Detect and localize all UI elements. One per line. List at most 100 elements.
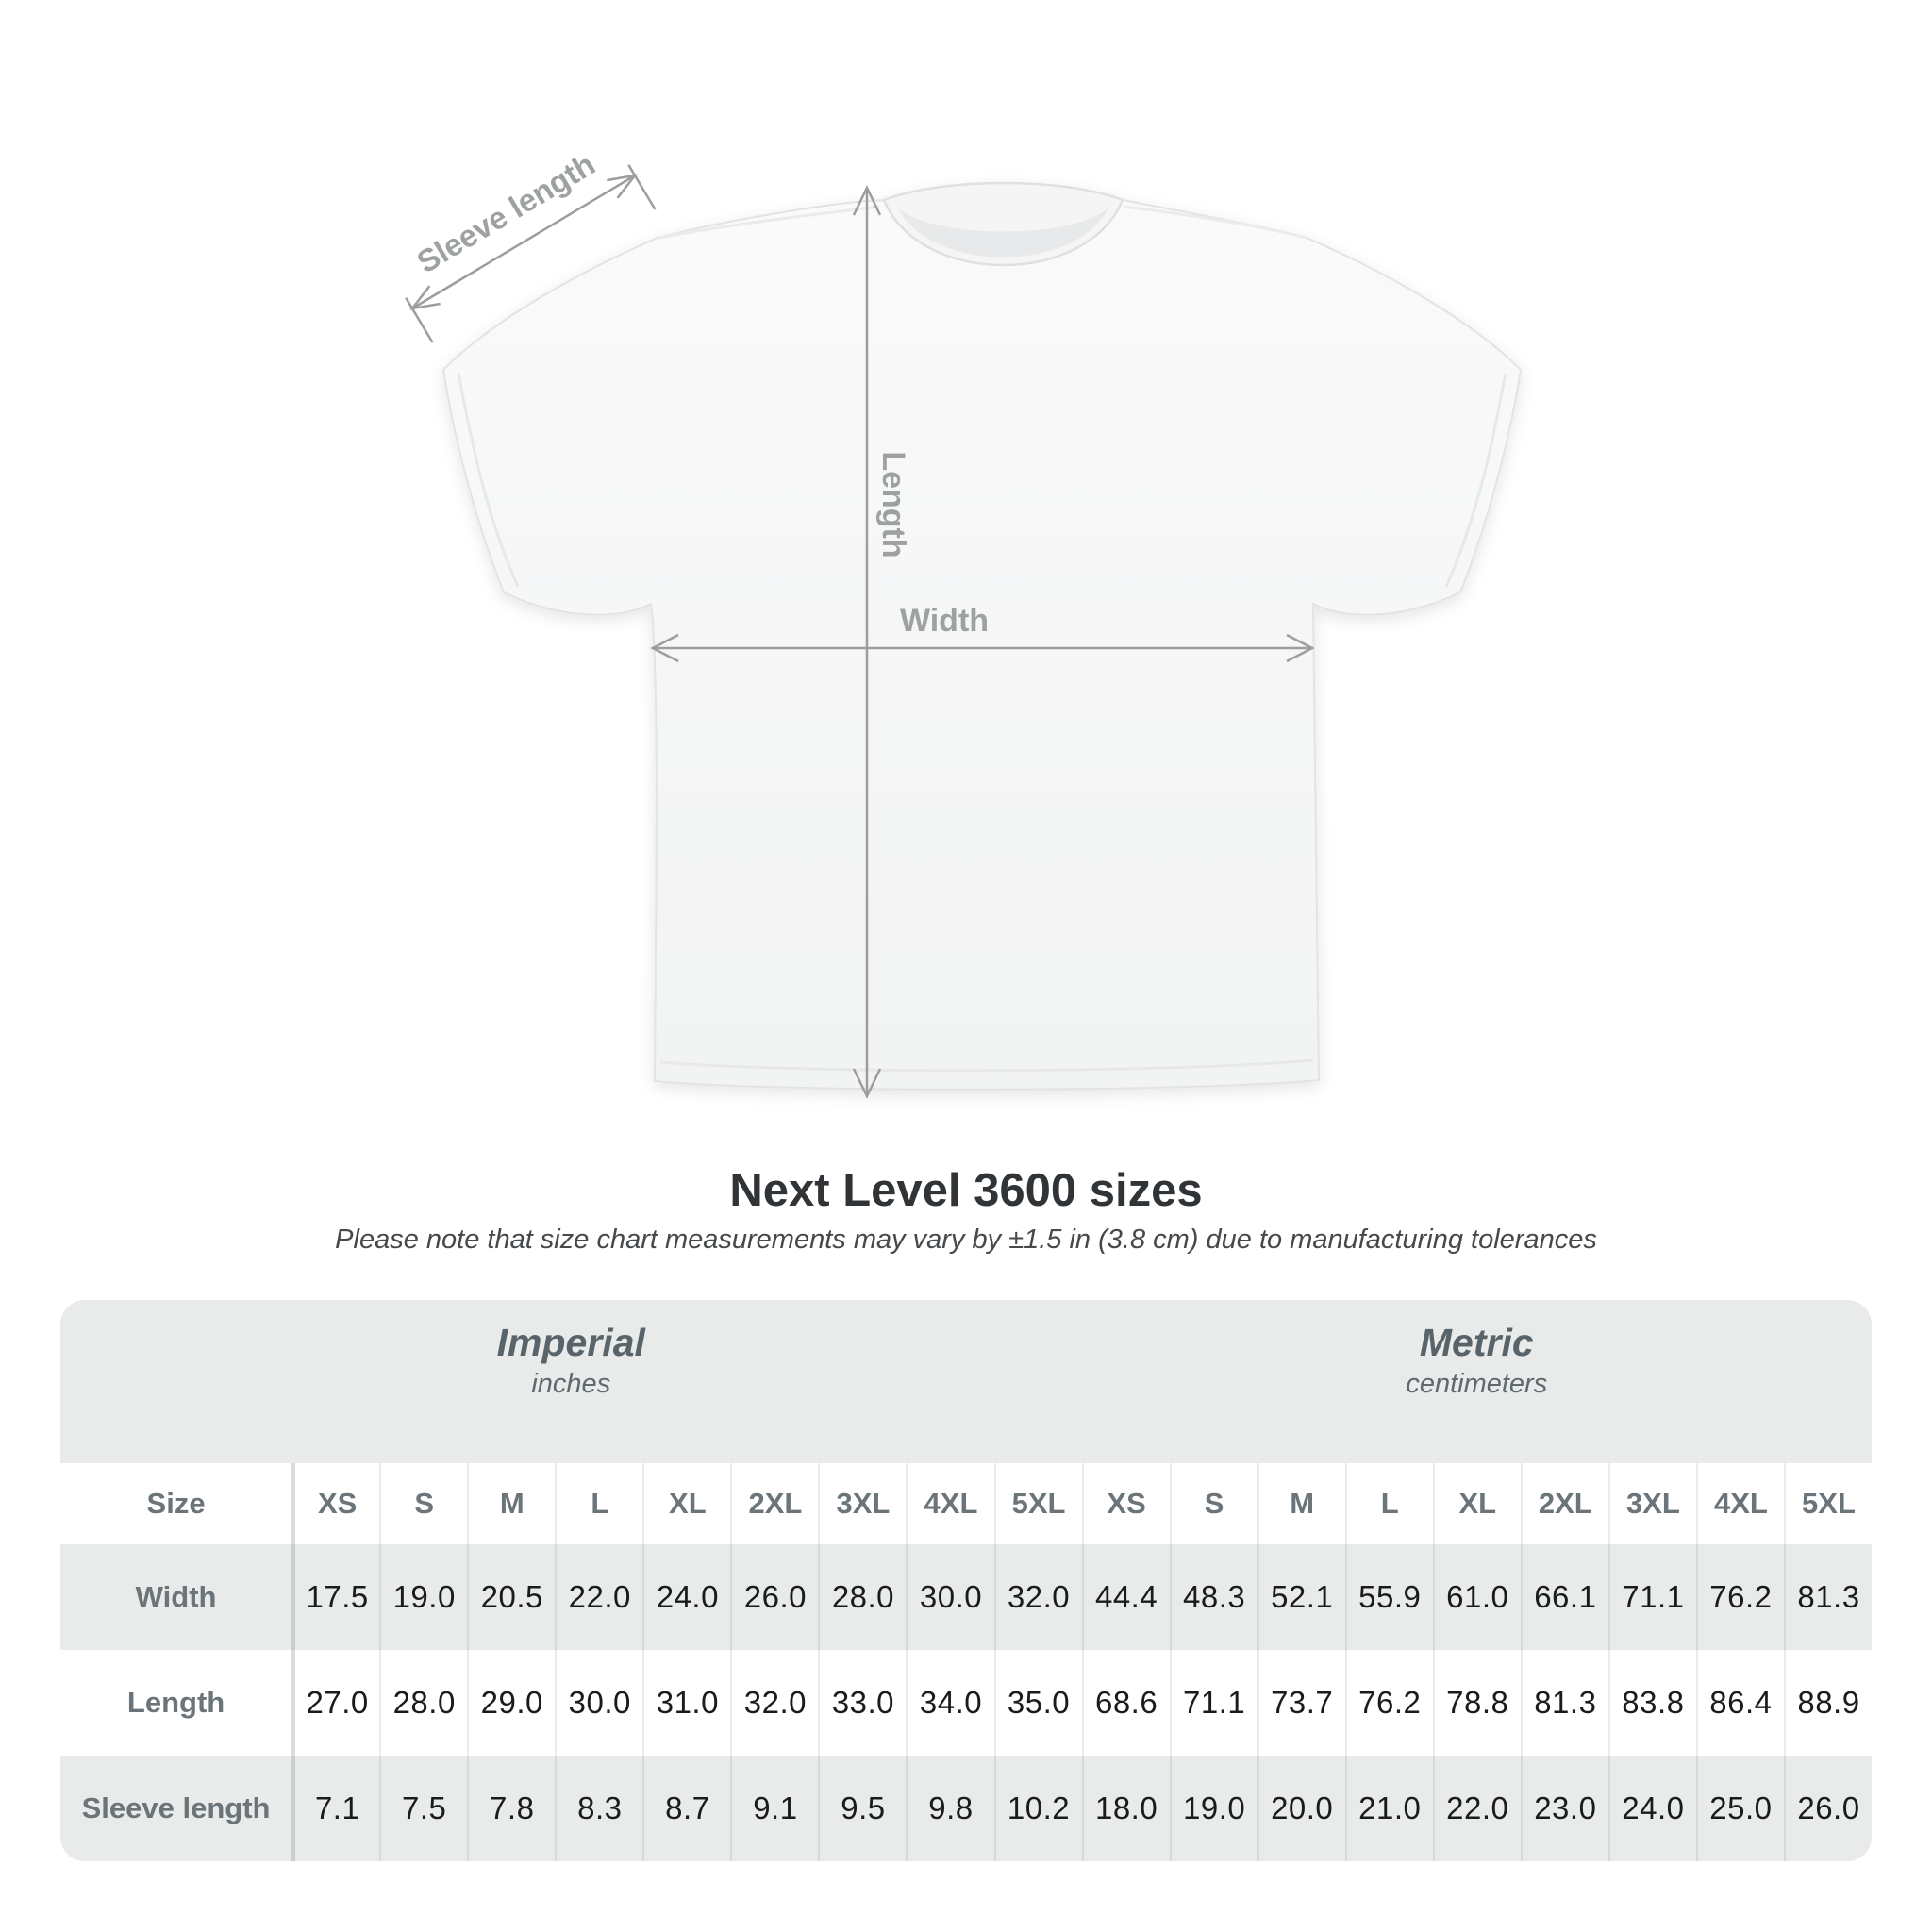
value-cell: 20.5 <box>467 1544 555 1650</box>
size-col-header: 3XL <box>818 1463 906 1544</box>
size-col-header: XS <box>291 1463 379 1544</box>
tshirt-silhouette <box>441 182 1523 1091</box>
size-col-header: XL <box>642 1463 730 1544</box>
value-cell: 76.2 <box>1344 1650 1433 1756</box>
size-col-header: 4XL <box>1695 1463 1784 1544</box>
value-cell: 48.3 <box>1169 1544 1257 1650</box>
value-cell: 35.0 <box>993 1650 1082 1756</box>
value-cell: 78.8 <box>1432 1650 1521 1756</box>
value-cell: 34.0 <box>906 1650 993 1756</box>
value-cell: 76.2 <box>1695 1544 1784 1650</box>
value-cell: 30.0 <box>555 1650 642 1756</box>
unit-group-metric: Metric centimeters <box>1082 1300 1872 1463</box>
size-col-header: 2XL <box>730 1463 818 1544</box>
value-cell: 8.7 <box>642 1756 730 1861</box>
value-cell: 68.6 <box>1081 1650 1170 1756</box>
value-cell: 33.0 <box>818 1650 906 1756</box>
value-cell: 10.2 <box>993 1756 1082 1861</box>
unit-group-imperial: Imperial inches <box>60 1300 1082 1463</box>
tshirt-diagram: Sleeve length Length Width <box>405 146 1523 1099</box>
bottom-hem-stitch <box>659 1058 1314 1073</box>
size-col-header: 5XL <box>1783 1463 1872 1544</box>
collar-opening <box>898 208 1108 258</box>
size-col-header: 4XL <box>906 1463 993 1544</box>
value-cell: 66.1 <box>1520 1544 1608 1650</box>
value-cell: 25.0 <box>1695 1756 1784 1861</box>
length-dimension-line <box>852 185 882 1099</box>
unit-sublabel: inches <box>531 1369 611 1399</box>
unit-sublabel: centimeters <box>1406 1369 1548 1399</box>
value-cell: 7.1 <box>291 1756 379 1861</box>
value-cell: 32.0 <box>730 1650 818 1756</box>
table-row-length: Length 27.0 28.0 29.0 30.0 31.0 32.0 33.… <box>60 1650 1872 1756</box>
sleeve-hem-right <box>1444 373 1507 588</box>
value-cell: 7.5 <box>379 1756 467 1861</box>
table-row-width: Width 17.5 19.0 20.5 22.0 24.0 26.0 28.0… <box>60 1544 1872 1650</box>
value-cell: 8.3 <box>555 1756 642 1861</box>
value-cell: 24.0 <box>642 1544 730 1650</box>
shoulder-seam-right <box>1124 205 1307 240</box>
value-cell: 26.0 <box>730 1544 818 1650</box>
size-col-header: 2XL <box>1520 1463 1608 1544</box>
unit-band: Imperial inches Metric centimeters <box>60 1300 1872 1463</box>
sleeve-hem-left <box>457 373 520 588</box>
size-table: Imperial inches Metric centimeters Size … <box>60 1300 1872 1861</box>
value-cell: 27.0 <box>291 1650 379 1756</box>
value-cell: 30.0 <box>906 1544 993 1650</box>
chart-note: Please note that size chart measurements… <box>335 1224 1597 1255</box>
value-cell: 19.0 <box>379 1544 467 1650</box>
value-cell: 21.0 <box>1344 1756 1433 1861</box>
size-col-header: S <box>1169 1463 1257 1544</box>
width-label: Width <box>900 603 989 639</box>
size-col-header: L <box>555 1463 642 1544</box>
value-cell: 71.1 <box>1169 1650 1257 1756</box>
value-cell: 73.7 <box>1257 1650 1345 1756</box>
shoulder-seam-left <box>659 205 880 240</box>
size-col-header: M <box>1257 1463 1345 1544</box>
value-cell: 71.1 <box>1607 1544 1696 1650</box>
value-cell: 61.0 <box>1432 1544 1521 1650</box>
size-col-header: 3XL <box>1607 1463 1696 1544</box>
value-cell: 22.0 <box>555 1544 642 1650</box>
value-cell: 7.8 <box>467 1756 555 1861</box>
value-cell: 17.5 <box>291 1544 379 1650</box>
length-label: Length <box>875 451 911 558</box>
value-cell: 26.0 <box>1783 1756 1872 1861</box>
unit-label: Metric <box>1419 1321 1534 1364</box>
value-cell: 29.0 <box>467 1650 555 1756</box>
value-cell: 28.0 <box>379 1650 467 1756</box>
value-cell: 52.1 <box>1257 1544 1345 1650</box>
value-cell: 9.1 <box>730 1756 818 1861</box>
value-cell: 9.8 <box>906 1756 993 1861</box>
value-cell: 9.5 <box>818 1756 906 1861</box>
row-label: Length <box>126 1686 225 1719</box>
value-cell: 31.0 <box>642 1650 730 1756</box>
table-row-sleeve-length: Sleeve length 7.1 7.5 7.8 8.3 8.7 9.1 9.… <box>60 1756 1872 1861</box>
value-cell: 23.0 <box>1520 1756 1608 1861</box>
value-cell: 88.9 <box>1783 1650 1872 1756</box>
row-label: Sleeve length <box>81 1791 271 1824</box>
width-dimension-line <box>650 633 1315 663</box>
value-cell: 18.0 <box>1081 1756 1170 1861</box>
value-cell: 24.0 <box>1607 1756 1696 1861</box>
value-cell: 86.4 <box>1695 1650 1784 1756</box>
value-cell: 55.9 <box>1344 1544 1433 1650</box>
unit-label: Imperial <box>496 1321 645 1364</box>
value-cell: 83.8 <box>1607 1650 1696 1756</box>
value-cell: 32.0 <box>993 1544 1082 1650</box>
row-label: Width <box>135 1580 217 1613</box>
chart-title: Next Level 3600 sizes <box>729 1165 1203 1216</box>
size-col-header: L <box>1344 1463 1433 1544</box>
value-cell: 19.0 <box>1169 1756 1257 1861</box>
value-cell: 28.0 <box>818 1544 906 1650</box>
value-cell: 20.0 <box>1257 1756 1345 1861</box>
value-cell: 81.3 <box>1520 1650 1608 1756</box>
value-cell: 22.0 <box>1432 1756 1521 1861</box>
value-cell: 44.4 <box>1081 1544 1170 1650</box>
size-col-header: XS <box>1081 1463 1170 1544</box>
size-col-header: S <box>379 1463 467 1544</box>
size-col-header: M <box>467 1463 555 1544</box>
sleeve-dimension-line <box>405 164 657 343</box>
size-header-row: Size XS S M L XL 2XL 3XL 4XL 5XL XS S M … <box>60 1463 1872 1544</box>
